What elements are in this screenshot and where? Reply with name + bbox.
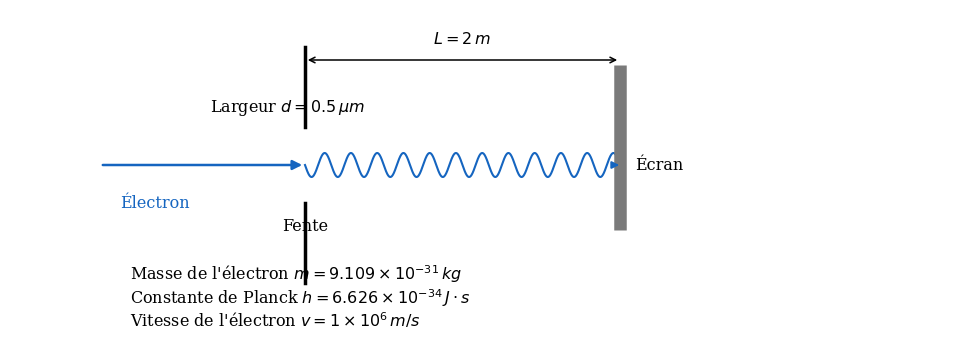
Text: Électron: Électron	[120, 195, 189, 212]
Text: Fente: Fente	[282, 218, 328, 235]
Text: Constante de Planck $h = 6.626 \times 10^{-34}\,J \cdot s$: Constante de Planck $h = 6.626 \times 10…	[130, 287, 470, 309]
Text: $L = 2\,m$: $L = 2\,m$	[433, 31, 491, 48]
Text: Masse de l'électron $m = 9.109 \times 10^{-31}\,kg$: Masse de l'électron $m = 9.109 \times 10…	[130, 263, 462, 285]
Text: Vitesse de l'électron $v = 1 \times 10^{6}\,m/s$: Vitesse de l'électron $v = 1 \times 10^{…	[130, 311, 421, 331]
Text: Écran: Écran	[635, 156, 683, 173]
Text: Largeur $d = 0.5\,\mu m$: Largeur $d = 0.5\,\mu m$	[210, 98, 365, 118]
